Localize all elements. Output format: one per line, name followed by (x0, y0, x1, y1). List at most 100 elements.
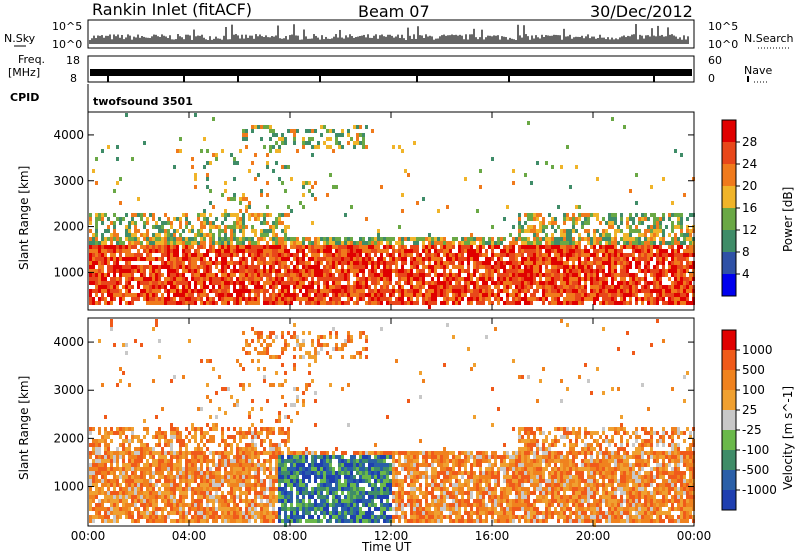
heat-cell (566, 277, 569, 281)
heat-cell (608, 221, 611, 225)
heat-cell (272, 129, 275, 133)
heat-cell (230, 233, 233, 237)
heat-cell (191, 293, 194, 297)
heat-cell (437, 237, 440, 241)
heat-cell (119, 515, 122, 519)
heat-cell (632, 277, 635, 281)
heat-cell (674, 265, 677, 269)
heat-cell (152, 281, 155, 285)
heat-cell (233, 403, 236, 407)
heat-cell (377, 249, 380, 253)
nsearch-label: N.Search (744, 32, 794, 45)
heat-cell (506, 285, 509, 289)
heat-cell (389, 245, 392, 249)
heat-cell (179, 261, 182, 265)
heat-cell (323, 273, 326, 277)
heat-cell (245, 205, 248, 209)
heat-cell (362, 281, 365, 285)
heat-cell (578, 249, 581, 253)
heat-cell (95, 241, 98, 245)
heat-cell (197, 499, 200, 503)
heat-cell (584, 217, 587, 221)
heat-cell (314, 289, 317, 293)
heat-cell (422, 301, 425, 305)
heat-cell (581, 289, 584, 293)
heat-cell (563, 249, 566, 253)
heat-cell (422, 265, 425, 269)
heat-cell (410, 269, 413, 273)
heat-cell (194, 249, 197, 253)
heat-cell (569, 233, 572, 237)
heat-cell (197, 455, 200, 459)
heat-cell (326, 129, 329, 133)
heat-cell (242, 499, 245, 503)
heat-cell (119, 435, 122, 439)
heat-cell (356, 281, 359, 285)
heat-cell (236, 455, 239, 459)
heat-cell (113, 515, 116, 519)
heat-cell (491, 249, 494, 253)
heat-cell (182, 475, 185, 479)
heat-cell (635, 249, 638, 253)
heat-cell (137, 495, 140, 499)
heat-cell (230, 293, 233, 297)
heat-cell (332, 245, 335, 249)
heat-cell (179, 217, 182, 221)
heat-cell (194, 173, 197, 177)
heat-cell (155, 221, 158, 225)
heat-cell (308, 265, 311, 269)
heat-cell (410, 237, 413, 241)
heat-cell (437, 281, 440, 285)
heat-cell (689, 229, 692, 233)
heat-cell (236, 301, 239, 305)
heat-cell (119, 499, 122, 503)
heat-cell (674, 213, 677, 217)
heat-cell (305, 261, 308, 265)
heat-cell (290, 177, 293, 181)
heat-cell (287, 253, 290, 257)
heat-cell (95, 467, 98, 471)
heat-cell (572, 257, 575, 261)
heat-cell (194, 463, 197, 467)
heat-cell (461, 237, 464, 241)
heat-cell (359, 277, 362, 281)
heat-cell (410, 277, 413, 281)
heat-cell (272, 261, 275, 265)
heat-cell (587, 217, 590, 221)
heat-cell (158, 427, 161, 431)
heat-cell (188, 471, 191, 475)
heat-cell (143, 475, 146, 479)
heat-cell (269, 273, 272, 277)
heat-cell (467, 261, 470, 265)
heat-cell (272, 301, 275, 305)
heat-cell (644, 269, 647, 273)
heat-cell (185, 487, 188, 491)
heat-cell (236, 261, 239, 265)
heat-cell (152, 285, 155, 289)
heat-cell (482, 285, 485, 289)
heat-cell (623, 265, 626, 269)
heat-cell (164, 221, 167, 225)
heat-cell (311, 269, 314, 273)
heat-cell (584, 257, 587, 261)
heat-cell (572, 237, 575, 241)
heat-cell (110, 221, 113, 225)
heat-cell (452, 265, 455, 269)
heat-cell (518, 229, 521, 233)
heat-cell (191, 423, 194, 427)
heat-cell (512, 245, 515, 249)
heat-cell (245, 257, 248, 261)
heat-cell (239, 201, 242, 205)
heat-cell (218, 261, 221, 265)
heat-cell (512, 289, 515, 293)
heat-cell (443, 277, 446, 281)
heat-cell (545, 161, 548, 165)
heat-cell (191, 301, 194, 305)
heat-cell (164, 213, 167, 217)
heat-cell (173, 241, 176, 245)
heat-cell (92, 169, 95, 173)
heat-cell (218, 233, 221, 237)
heat-cell (212, 261, 215, 265)
heat-cell (146, 257, 149, 261)
heat-cell (566, 265, 569, 269)
